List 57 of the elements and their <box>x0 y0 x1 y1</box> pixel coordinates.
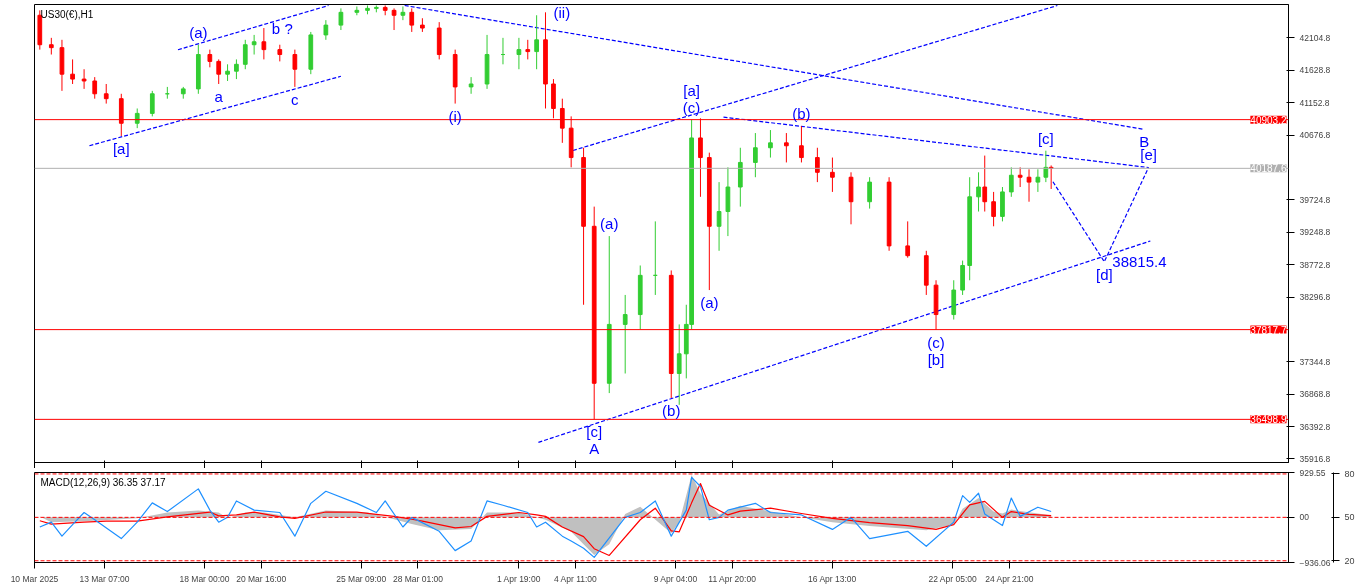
x-tick-label: 13 Mar 07:00 <box>79 573 130 584</box>
ref-line-label: 37817.7 <box>1250 324 1287 336</box>
x-tick-label: 20 Mar 16:00 <box>236 573 287 584</box>
y-tick-label: 40676.8 <box>1299 130 1331 141</box>
annotation: [d] <box>1095 265 1113 283</box>
y-tick-label: 36868.8 <box>1299 389 1331 400</box>
y-tick-label: 41152.8 <box>1299 97 1330 108</box>
y-tick-label: 00 <box>1299 512 1310 523</box>
y-tick-label: 41628.8 <box>1299 65 1331 76</box>
y-tick-label: 38772.8 <box>1299 259 1331 270</box>
annotation: (ii) <box>553 3 571 21</box>
y-tick-label: 36392.8 <box>1299 421 1331 432</box>
y-tick-label: 929.55 <box>1299 467 1326 478</box>
annotation: [c] <box>586 423 603 441</box>
annotation: [c] <box>1037 129 1054 147</box>
y-tick-label: 42104.8 <box>1299 32 1331 43</box>
x-tick-label: 18 Mar 00:00 <box>179 573 230 584</box>
annotation: (c) <box>927 333 945 351</box>
y2-tick-label: 80 <box>1344 468 1355 479</box>
x-tick-label: 1 Apr 19:00 <box>496 573 541 584</box>
annotation: [a] <box>683 81 700 99</box>
y-tick-label: 35916.8 <box>1299 453 1331 464</box>
annotation: (b) <box>662 401 681 419</box>
x-tick-label: 11 Apr 20:00 <box>708 573 757 584</box>
y-tick-label: 39724.8 <box>1299 194 1331 205</box>
x-tick-label: 22 Apr 05:00 <box>928 573 977 584</box>
y-tick-label: −936.06 <box>1299 557 1331 568</box>
x-tick-label: 28 Mar 01:00 <box>392 573 444 584</box>
y2-tick-label: 50 <box>1344 512 1355 523</box>
ref-line-label: 36498.9 <box>1250 414 1287 426</box>
x-tick-label: 9 Apr 04:00 <box>653 573 698 584</box>
y-tick-label: 39248.8 <box>1299 227 1331 238</box>
chart-title: MACD(12,26,9) 36.35 37.17 <box>40 476 167 488</box>
annotation: (c) <box>682 98 701 116</box>
x-tick-label: 16 Apr 13:00 <box>808 573 857 584</box>
annotation: (a) <box>189 23 208 41</box>
annotation: 38815.4 <box>1112 252 1167 270</box>
annotation: (a) <box>600 215 619 233</box>
annotation: c <box>291 90 300 108</box>
x-tick-label: 10 Mar 2025 <box>10 573 59 584</box>
annotation: A <box>589 440 600 458</box>
y-tick-label: 38296.8 <box>1299 292 1331 303</box>
annotation: b ? <box>271 19 293 37</box>
annotation: [e] <box>1140 146 1157 164</box>
annotation: (a) <box>700 294 719 312</box>
y2-tick-label: 20 <box>1344 555 1355 566</box>
x-tick-label: 25 Mar 09:00 <box>336 573 387 584</box>
ref-line-label: 40187.6 <box>1250 163 1287 175</box>
chart-title: US30(€),H1 <box>40 8 94 20</box>
annotation: [b] <box>927 350 945 368</box>
annotation: [a] <box>112 139 130 157</box>
x-tick-label: 4 Apr 11:00 <box>553 573 598 584</box>
x-tick-label: 24 Apr 21:00 <box>985 573 1034 584</box>
annotation: a <box>214 87 224 105</box>
annotation: (b) <box>792 105 811 123</box>
y-tick-label: 37344.8 <box>1299 356 1331 367</box>
ref-line-label: 40903.2 <box>1250 114 1287 126</box>
